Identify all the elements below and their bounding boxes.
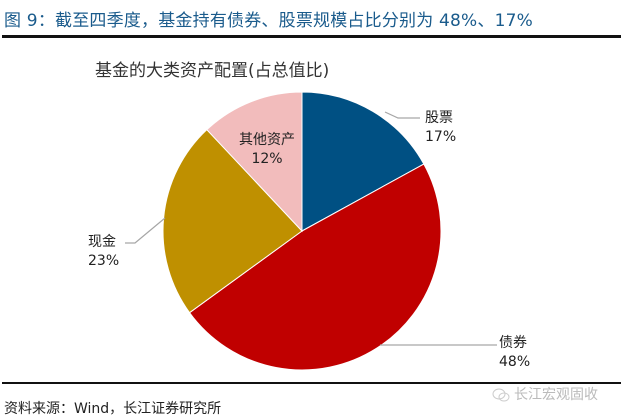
title-rule bbox=[2, 35, 621, 38]
slice-bonds bbox=[188, 163, 442, 371]
label-other: 其他资产 12% bbox=[232, 131, 302, 169]
wechat-icon bbox=[492, 388, 510, 402]
label-bonds: 债券 48% bbox=[499, 334, 530, 372]
source-note: 资料来源：Wind，长江证券研究所 bbox=[4, 401, 222, 417]
leader-line-cash bbox=[125, 217, 166, 244]
slice-cash bbox=[162, 128, 303, 314]
slice-stocks bbox=[301, 91, 425, 232]
label-cash-pct: 23% bbox=[88, 253, 120, 269]
label-stocks-pct: 17% bbox=[425, 129, 457, 145]
label-cash: 现金 23% bbox=[88, 233, 119, 271]
watermark: 长江宏观固收 bbox=[492, 384, 598, 404]
watermark-text: 长江宏观固收 bbox=[514, 387, 598, 403]
label-stocks: 股票 17% bbox=[425, 109, 456, 147]
label-other-name: 其他资产 bbox=[239, 132, 295, 148]
footer-rule bbox=[2, 382, 621, 384]
chart-title: 基金的大类资产配置(占总值比) bbox=[95, 61, 330, 81]
label-cash-name: 现金 bbox=[88, 234, 116, 250]
leader-line-stocks bbox=[384, 111, 420, 119]
slice-other bbox=[206, 91, 303, 233]
figure-title: 图 9：截至四季度，基金持有债券、股票规模占比分别为 48%、17% bbox=[4, 11, 533, 31]
label-stocks-name: 股票 bbox=[425, 110, 453, 126]
label-bonds-pct: 48% bbox=[499, 354, 531, 370]
label-bonds-name: 债券 bbox=[499, 335, 527, 351]
label-other-pct: 12% bbox=[251, 151, 283, 167]
